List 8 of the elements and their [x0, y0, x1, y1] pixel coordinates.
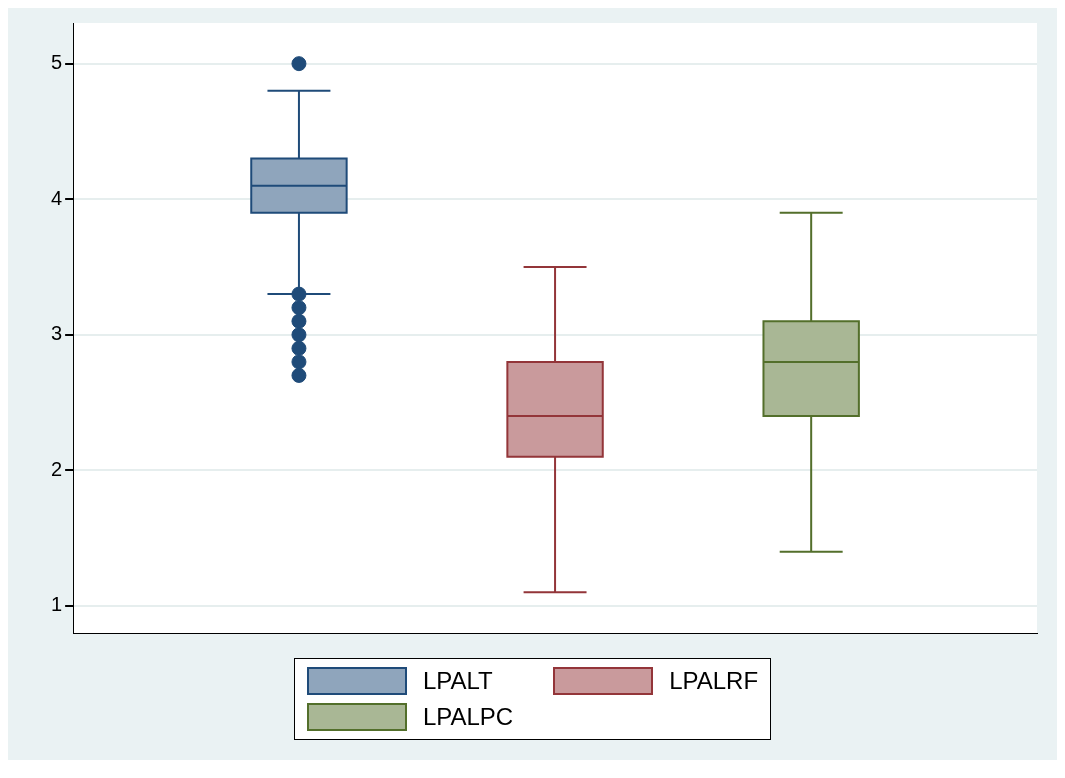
y-tick-label: 2: [51, 457, 63, 480]
y-tick-label: 4: [51, 186, 63, 209]
legend-label: LPALPC: [422, 703, 514, 731]
legend-label: LPALRF: [669, 667, 759, 695]
y-tick-label: 3: [51, 322, 63, 345]
legend-label: LPALT: [422, 667, 493, 695]
y-tick-label: 5: [51, 51, 63, 74]
y-tick-label: 1: [51, 593, 63, 616]
